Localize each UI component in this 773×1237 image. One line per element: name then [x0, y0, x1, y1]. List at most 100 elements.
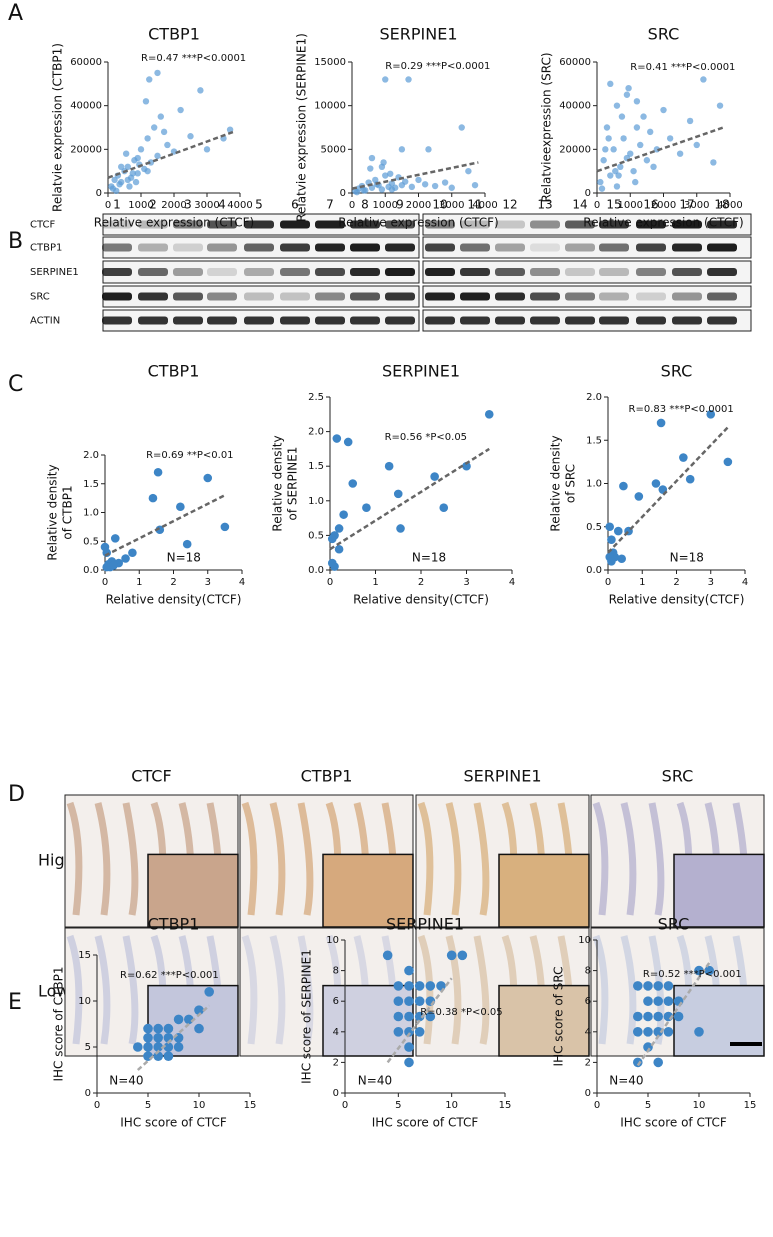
y-tick-label: 0 — [96, 188, 102, 199]
point — [144, 167, 151, 175]
point — [414, 996, 425, 1006]
point — [484, 410, 494, 419]
point — [613, 102, 621, 109]
point — [653, 1057, 663, 1068]
point — [360, 187, 367, 194]
band — [707, 268, 737, 276]
point — [471, 181, 479, 189]
point — [448, 184, 455, 191]
x-axis-label: Relative density(CTCF) — [106, 593, 242, 607]
point — [607, 557, 616, 566]
point — [666, 135, 674, 142]
point — [155, 525, 165, 535]
point — [414, 981, 425, 991]
band — [173, 220, 203, 229]
y-tick-label: 20000 — [559, 144, 591, 155]
point — [630, 167, 637, 175]
band — [280, 292, 310, 301]
point — [700, 76, 707, 83]
band — [350, 220, 380, 229]
band — [565, 292, 595, 301]
tissue-fold — [620, 802, 637, 916]
tissue-fold — [94, 802, 111, 916]
point — [393, 1027, 404, 1037]
lane-number: 17 — [679, 198, 694, 212]
band — [495, 316, 525, 325]
band — [425, 292, 455, 301]
point — [194, 1023, 204, 1034]
point — [663, 981, 674, 991]
chart-title: CTBP1 — [148, 915, 200, 934]
band — [350, 268, 380, 276]
point — [124, 163, 131, 170]
band — [207, 243, 237, 252]
point — [607, 172, 614, 179]
point — [330, 562, 339, 571]
point — [404, 996, 414, 1006]
point — [143, 1042, 153, 1052]
y-tick-label: 0.5 — [83, 536, 99, 547]
band — [530, 268, 560, 276]
point — [694, 1027, 704, 1037]
point — [124, 176, 131, 184]
band — [350, 292, 380, 301]
x-axis-label: Relative expression (CTCF) — [583, 216, 743, 230]
lane-number: 2 — [149, 198, 157, 212]
point — [109, 561, 118, 570]
point — [613, 183, 621, 190]
trend-line — [104, 494, 226, 557]
y-axis-label: of SRC — [564, 464, 578, 503]
point — [431, 182, 439, 190]
tissue-fold — [473, 935, 490, 1045]
point — [430, 472, 439, 481]
point — [187, 133, 194, 140]
x-tick-label: 1 — [639, 577, 645, 588]
chart-title: SERPINE1 — [386, 915, 464, 934]
chart-title: SRC — [661, 362, 693, 381]
x-tick-label: 2 — [418, 577, 424, 588]
point — [220, 522, 230, 532]
point — [441, 179, 449, 186]
point — [404, 965, 414, 976]
inset-image — [322, 853, 414, 928]
point — [154, 69, 161, 77]
x-tick-label: 5 — [395, 1100, 401, 1111]
point — [111, 176, 118, 184]
lane-number: 5 — [255, 198, 263, 212]
x-tick-label: 2 — [673, 577, 679, 588]
chart-title: SRC — [658, 915, 690, 934]
x-tick-label: 5 — [145, 1100, 151, 1111]
point — [122, 150, 130, 157]
point — [632, 178, 639, 186]
band — [102, 243, 132, 252]
point — [643, 1027, 653, 1037]
point — [182, 539, 192, 549]
point — [663, 1027, 674, 1037]
annotation: R=0.29 ***P<0.0001 — [385, 61, 490, 72]
y-axis-label: Relatvie expression (CTBP1) — [51, 43, 65, 212]
x-tick-label: 1000 — [373, 200, 398, 211]
point — [327, 534, 337, 544]
point — [625, 85, 632, 92]
lane-number: 10 — [432, 198, 447, 212]
band — [385, 292, 415, 301]
point — [132, 178, 140, 186]
tissue-fold — [417, 801, 434, 916]
tissue-fold — [297, 802, 314, 916]
point — [173, 1042, 184, 1052]
band — [102, 220, 132, 229]
x-tick-label: 4000 — [717, 200, 742, 211]
x-tick-label: 15 — [499, 1100, 512, 1111]
x-tick-label: 0 — [349, 200, 355, 211]
x-tick-label: 0 — [102, 577, 108, 588]
band — [173, 316, 203, 325]
x-axis-label: Relative expression (CTCF) — [94, 216, 254, 230]
y-tick-label: 6 — [585, 996, 591, 1007]
y-axis-label: Relative density — [549, 435, 563, 531]
band — [244, 243, 274, 252]
band — [280, 220, 310, 229]
point — [339, 510, 348, 519]
point — [653, 996, 663, 1006]
inset-image — [498, 853, 590, 928]
